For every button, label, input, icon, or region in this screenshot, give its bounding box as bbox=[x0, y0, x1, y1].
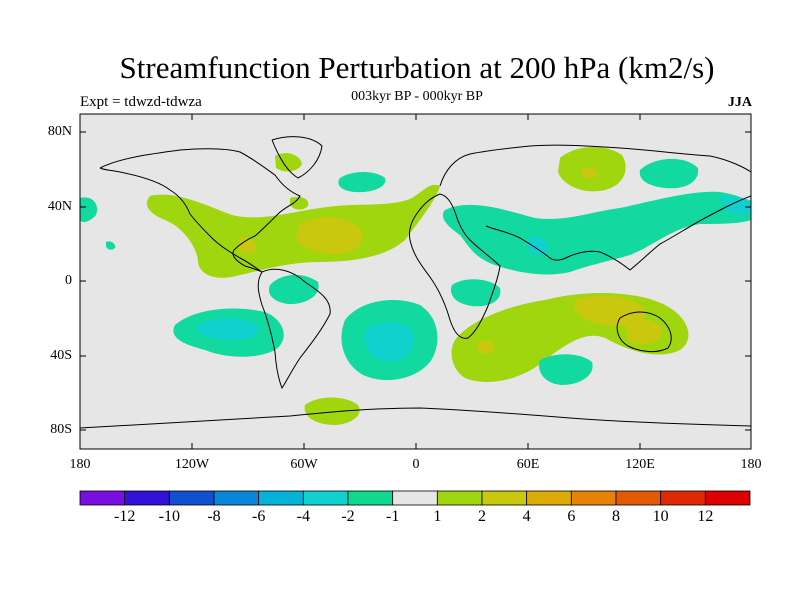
colorbar-label: -6 bbox=[251, 508, 266, 525]
positive-anomaly-greenland bbox=[275, 153, 302, 172]
colorbar-label: 10 bbox=[652, 508, 669, 525]
x-tick-60e: 60E bbox=[516, 457, 540, 472]
colorbar-box bbox=[213, 490, 260, 506]
colorbar-box bbox=[704, 490, 751, 506]
negative-anomaly-pacific-dot bbox=[106, 241, 116, 250]
contour-fields bbox=[80, 147, 751, 425]
colorbar-label: 12 bbox=[697, 508, 714, 525]
positive-anomaly-south-africa-core bbox=[477, 340, 495, 355]
colorbar-label: -4 bbox=[296, 508, 310, 525]
y-tick-80n: 80N bbox=[47, 124, 72, 139]
y-tick-40n: 40N bbox=[47, 199, 72, 214]
positive-anomaly-australia-core-2 bbox=[625, 318, 662, 345]
positive-anomaly-west-atlantic-core bbox=[238, 237, 257, 254]
y-tick-40s: 40S bbox=[50, 348, 72, 363]
colorbar-box bbox=[615, 490, 662, 506]
north-america-coast bbox=[99, 148, 301, 273]
experiment-label: Expt = tdwzd-tdwza bbox=[80, 94, 202, 110]
eurasia-coast bbox=[439, 144, 751, 271]
colorbar-label: -8 bbox=[207, 508, 221, 525]
coastlines bbox=[80, 136, 751, 429]
colorbar-label: 6 bbox=[567, 508, 576, 525]
colorbar-box bbox=[124, 490, 170, 506]
colorbar-box bbox=[168, 490, 215, 506]
negative-anomaly-indian-west bbox=[450, 279, 501, 307]
negative-anomaly-arabia-core bbox=[528, 236, 548, 256]
colorbar-box bbox=[392, 490, 438, 506]
y-tick-80s: 80S bbox=[50, 422, 72, 437]
negative-anomaly-north-atlantic bbox=[338, 172, 386, 193]
map-background bbox=[80, 114, 751, 449]
colorbar-label: 1 bbox=[433, 508, 442, 525]
colorbar-box bbox=[302, 490, 349, 506]
colorbar-box bbox=[660, 490, 706, 506]
negative-anomaly-asia-band bbox=[442, 191, 751, 275]
positive-anomaly-atlantic-core bbox=[296, 216, 363, 255]
colorbar-box bbox=[481, 490, 528, 506]
colorbar-box bbox=[347, 490, 394, 506]
greenland-coast bbox=[271, 136, 323, 179]
positive-anomaly-atlantic bbox=[146, 184, 440, 278]
negative-anomaly-north-pacific bbox=[639, 158, 699, 189]
colorbar-box bbox=[436, 490, 483, 506]
negative-anomaly-south-indian bbox=[539, 354, 593, 385]
colorbar bbox=[79, 490, 751, 506]
colorbar-box bbox=[570, 490, 617, 506]
colorbar-box bbox=[258, 490, 304, 506]
positive-anomaly-north-asia-core bbox=[582, 167, 598, 179]
y-tick-0: 0 bbox=[65, 273, 72, 288]
x-tick-120w: 120W bbox=[174, 457, 210, 472]
colorbar-label: 2 bbox=[478, 508, 486, 525]
colorbar-label: -1 bbox=[385, 508, 400, 525]
axis-ticks bbox=[80, 114, 751, 449]
plot-title: Streamfunction Perturbation at 200 hPa (… bbox=[119, 50, 715, 85]
colorbar-label: -12 bbox=[113, 508, 136, 525]
plot-subtitle: 003kyr BP - 000kyr BP bbox=[351, 89, 483, 104]
colorbar-label: -10 bbox=[158, 508, 180, 525]
negative-anomaly-west-pacific bbox=[80, 197, 98, 223]
colorbar-label: -2 bbox=[341, 508, 355, 525]
positive-anomaly-canada bbox=[290, 196, 309, 210]
x-tick-0: 0 bbox=[412, 457, 420, 472]
negative-anomaly-south-pacific-core bbox=[197, 318, 259, 341]
positive-anomaly-australia-core bbox=[574, 295, 646, 326]
positive-anomaly-antarctic bbox=[304, 397, 360, 425]
negative-anomaly-pacific-east bbox=[720, 196, 751, 216]
antarctica-coast bbox=[80, 407, 751, 429]
colorbar-label: 4 bbox=[522, 508, 531, 525]
negative-anomaly-south-atlantic-core bbox=[364, 322, 414, 362]
colorbar-box bbox=[79, 490, 126, 506]
x-tick-120e: 120E bbox=[625, 457, 655, 472]
x-tick-180w: 180 bbox=[69, 457, 91, 472]
season-label: JJA bbox=[727, 95, 752, 110]
south-america-coast bbox=[257, 268, 331, 390]
colorbar-box bbox=[526, 490, 572, 506]
x-tick-60w: 60W bbox=[290, 457, 318, 472]
negative-anomaly-central-atlantic bbox=[268, 274, 319, 305]
europe-africa-coast bbox=[409, 193, 501, 339]
australia-coast bbox=[616, 311, 672, 353]
colorbar-label: 8 bbox=[612, 508, 620, 525]
x-tick-180e: 180 bbox=[740, 457, 762, 472]
